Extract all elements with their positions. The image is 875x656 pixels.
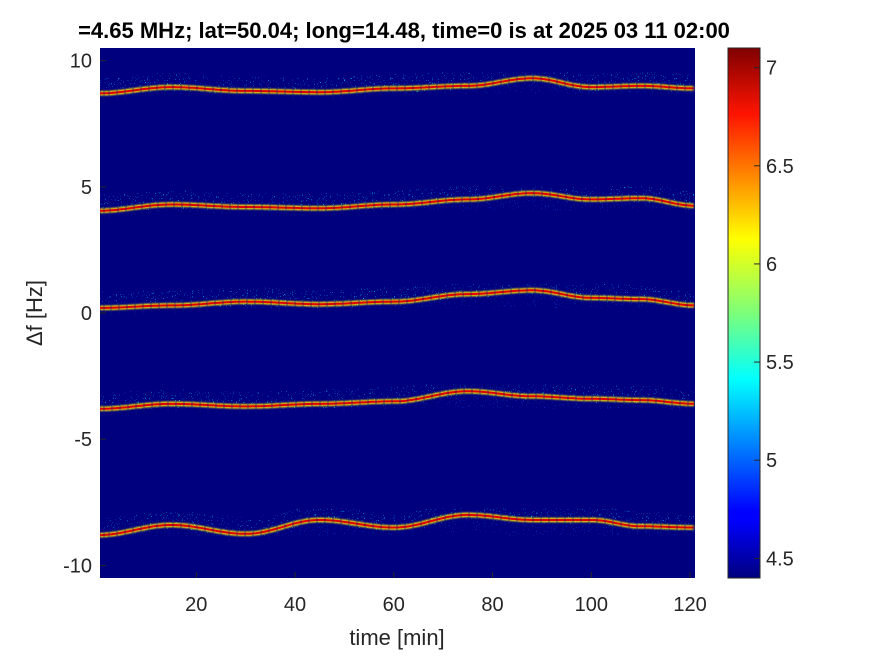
- frequency-band: [100, 374, 695, 426]
- colorbar-tick-label: 6: [766, 254, 777, 276]
- chart-title: =4.65 MHz; lat=50.04; long=14.48, time=0…: [78, 18, 730, 43]
- band-peak-line: [100, 192, 695, 212]
- y-tick-label: -5: [74, 429, 92, 451]
- x-tick-label: 40: [284, 594, 306, 616]
- colorbar-tick-label: 5: [766, 450, 777, 472]
- y-tick-label: -10: [63, 555, 92, 577]
- y-tick-label: 5: [81, 177, 92, 199]
- frequency-band: [100, 497, 694, 553]
- x-axis-ticks: 20 40 60 80 100 120: [185, 572, 707, 616]
- frequency-band: [100, 61, 695, 111]
- y-tick-label: 0: [81, 303, 92, 325]
- y-axis-ticks: 10 5 0 -5 -10: [63, 51, 106, 577]
- x-axis-label: time [min]: [349, 625, 444, 650]
- colorbar-tick-label: 7: [766, 58, 777, 80]
- band-scatter: [100, 376, 694, 411]
- heatmap-bands: [100, 61, 695, 553]
- x-tick-label: 20: [185, 594, 207, 616]
- y-tick-label: 10: [70, 51, 92, 73]
- colorbar: [727, 47, 761, 579]
- colorbar-tick-label: 4.5: [766, 548, 794, 570]
- x-tick-label: 100: [575, 594, 608, 616]
- colorbar-tick-label: 6.5: [766, 156, 794, 178]
- band-peak-line: [100, 390, 695, 410]
- colorbar-ticks: 7 6.5 6 5.5 5 4.5: [754, 58, 794, 570]
- band-scatter: [100, 178, 695, 213]
- x-tick-label: 80: [481, 594, 503, 616]
- band-scatter: [100, 500, 694, 537]
- frequency-band: [100, 176, 695, 228]
- colorbar-tick-label: 5.5: [766, 352, 794, 374]
- x-tick-label: 120: [673, 594, 706, 616]
- x-tick-label: 60: [383, 594, 405, 616]
- band-scatter: [100, 64, 695, 96]
- band-scatter: [100, 276, 695, 310]
- y-axis-label: Δf [Hz]: [22, 280, 47, 346]
- frequency-band: [100, 273, 695, 325]
